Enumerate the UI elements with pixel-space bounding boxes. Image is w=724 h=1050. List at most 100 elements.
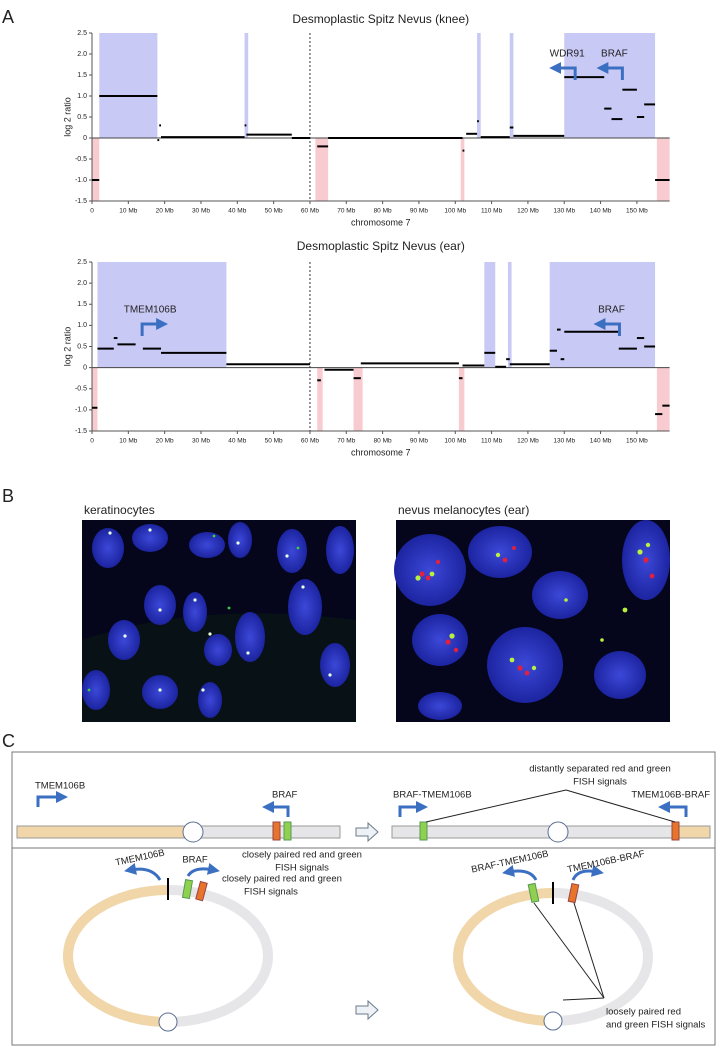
x-tick-label: 100 Mb (444, 438, 466, 445)
x-tick-label: 140 Mb (590, 208, 612, 215)
gene-arrow (596, 62, 624, 80)
gain-region (97, 262, 227, 368)
gain-region (549, 262, 656, 368)
x-tick-label: 70 Mb (337, 208, 355, 215)
gene-label: TMEM106B-BRAF (566, 848, 645, 875)
gene-label: BRAF-TMEM106B (393, 790, 472, 801)
panel-label: C (2, 731, 15, 751)
y-tick-label: -1.0 (75, 177, 87, 184)
x-tick-label: 150 Mb (626, 208, 648, 215)
x-tick-label: 10 Mb (119, 208, 137, 215)
x-tick-label: 60 Mb (301, 208, 319, 215)
gene-label: BRAF (182, 855, 208, 866)
y-tick-label: -0.5 (75, 156, 87, 163)
loss-region (460, 138, 465, 201)
chromosome (16, 821, 341, 843)
x-tick-label: 30 Mb (192, 208, 210, 215)
loss-region (92, 367, 98, 431)
x-tick-label: 0 (90, 208, 94, 215)
y-tick-label: -1.5 (75, 428, 87, 435)
x-tick-label: 130 Mb (553, 208, 575, 215)
x-tick-label: 90 Mb (410, 208, 428, 215)
x-tick-label: 40 Mb (228, 208, 246, 215)
x-tick-label: 20 Mb (156, 208, 174, 215)
x-tick-label: 50 Mb (265, 438, 283, 445)
pointer (533, 902, 605, 999)
micrograph (82, 520, 356, 722)
loss-region (315, 138, 329, 201)
x-tick-label: 60 Mb (301, 438, 319, 445)
y-tick-label: 0.5 (77, 343, 87, 350)
y-tick-label: 1.0 (77, 322, 87, 329)
y-tick-label: 2.0 (77, 51, 87, 58)
gene-label: TMEM106B (124, 305, 177, 316)
y-tick-label: -1.5 (75, 198, 87, 205)
y-tick-label: 2.0 (77, 280, 87, 287)
gene-arrow (398, 801, 428, 817)
block-arrow (355, 821, 379, 1021)
y-tick-label: 1.5 (77, 301, 87, 308)
chromosome (391, 821, 711, 843)
gene-arrow (549, 62, 577, 80)
x-tick-label: 110 Mb (481, 208, 503, 215)
image-caption: nevus melanocytes (ear) (398, 503, 529, 517)
y-tick-label: -1.0 (75, 407, 87, 414)
gene-arrow (593, 318, 621, 336)
y-axis-label: log 2 ratio (62, 97, 72, 137)
circular-chromosome (63, 878, 273, 1032)
pointer (573, 902, 605, 999)
pointer (425, 789, 567, 823)
y-tick-label: -0.5 (75, 386, 87, 393)
gene-arrow (571, 864, 604, 881)
gain-region (477, 33, 481, 138)
x-tick-label: 40 Mb (228, 438, 246, 445)
charts: 2.52.01.51.00.50-0.5-1.0-1.50 10 Mb 20 Mb 3… (62, 12, 670, 457)
x-tick-label: 150 Mb (626, 438, 648, 445)
x-tick-label: 0 (90, 438, 94, 445)
gain-region (99, 33, 158, 138)
chart-title: Desmoplastic Spitz Nevus (knee) (292, 12, 469, 26)
y-tick-label: 0.5 (77, 114, 87, 121)
panel-label: A (2, 7, 14, 27)
panel-label: B (2, 486, 14, 506)
annotation: FISH signals (244, 887, 298, 898)
x-tick-label: 70 Mb (337, 438, 355, 445)
x-tick-label: 80 Mb (374, 208, 392, 215)
gene-arrow (124, 863, 162, 881)
x-tick-label: 30 Mb (192, 438, 210, 445)
chart-title: Desmoplastic Spitz Nevus (ear) (297, 239, 465, 253)
gene-label: TMEM106B (35, 781, 85, 792)
x-tick-label: 50 Mb (265, 208, 283, 215)
gene-arrow (36, 791, 68, 807)
loss-region (458, 367, 465, 431)
schematic-frame (11, 751, 716, 1046)
gene-arrow (502, 865, 538, 881)
y-tick-label: 0 (83, 135, 87, 142)
gene-arrow (658, 801, 688, 817)
gene-label: BRAF (598, 305, 625, 316)
gain-region (484, 262, 496, 368)
x-tick-label: 130 Mb (553, 438, 575, 445)
loss-region (92, 138, 100, 201)
x-tick-label: 140 Mb (590, 438, 612, 445)
gene-label: WDR91 (550, 49, 585, 60)
y-tick-label: 1.0 (77, 93, 87, 100)
x-tick-label: 80 Mb (374, 438, 392, 445)
annotation: and green FISH signals (606, 1020, 706, 1031)
gene-label: TMEM106B (114, 847, 165, 868)
y-tick-label: 2.5 (77, 30, 87, 37)
loss-region (656, 367, 670, 431)
annotation: distantly separated red and green (529, 764, 671, 775)
annotation: FISH signals (275, 863, 329, 874)
micrograph (394, 520, 670, 722)
pointer (565, 789, 676, 823)
y-tick-label: 0 (83, 364, 87, 371)
gene-arrow (186, 862, 220, 877)
y-axis-label: log 2 ratio (62, 327, 72, 367)
gain-region (507, 262, 512, 368)
x-tick-label: 100 Mb (444, 208, 466, 215)
gain-region (509, 33, 514, 138)
x-tick-label: 20 Mb (156, 438, 174, 445)
annotation: closely paired red and green (222, 874, 342, 885)
